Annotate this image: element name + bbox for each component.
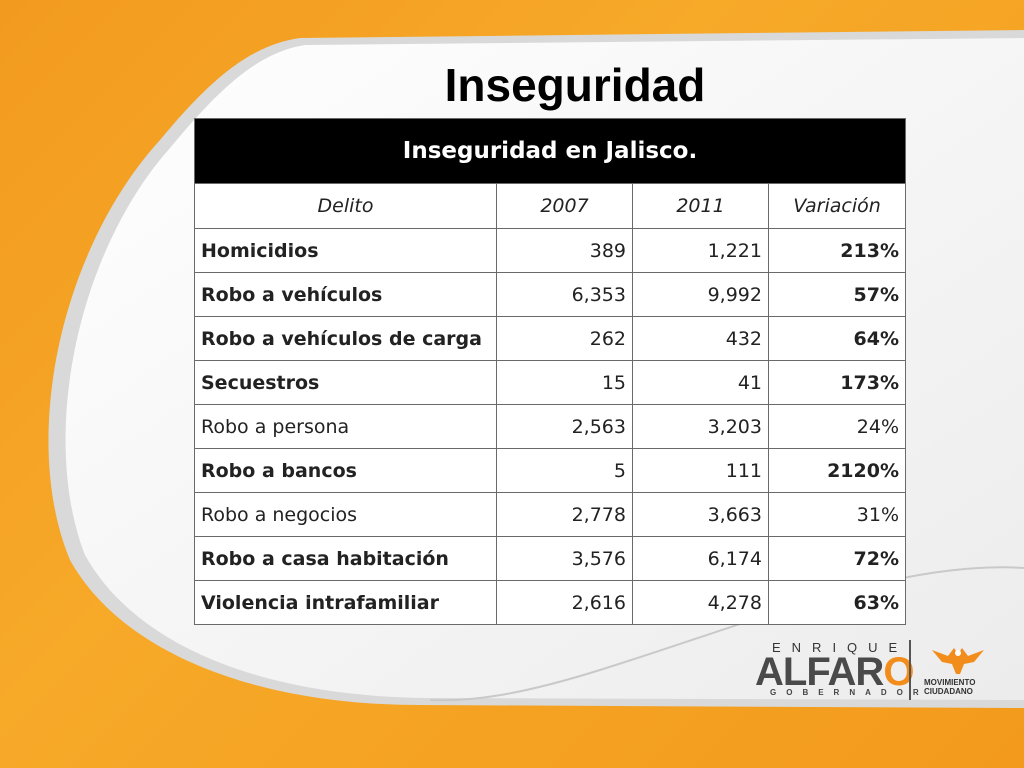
row-label: Robo a bancos xyxy=(194,448,497,493)
table-row: Robo a casa habitación 3,576 6,174 72% xyxy=(194,536,906,581)
enrique-alfaro-logo: ENRIQUE ALFARO GOBERNADOR MOVIMIENTO CIU… xyxy=(752,640,1002,702)
slide-title: Inseguridad xyxy=(444,59,706,111)
value-variacion: 57% xyxy=(768,272,906,317)
logo-alfaro-letters: ALFAR xyxy=(755,650,884,694)
logo-gobernador-text: GOBERNADOR xyxy=(770,688,929,697)
row-label: Robo a vehículos de carga xyxy=(194,316,497,361)
movimiento-ciudadano-text: MOVIMIENTO CIUDADANO xyxy=(924,678,994,696)
row-label: Robo a negocios xyxy=(194,492,497,537)
column-header-delito: Delito xyxy=(194,183,497,229)
table-row: Robo a negocios 2,778 3,663 31% xyxy=(194,492,906,537)
row-label: Robo a vehículos xyxy=(194,272,497,317)
value-2007: 2,616 xyxy=(496,580,633,625)
value-2011: 3,663 xyxy=(632,492,769,537)
value-2007: 15 xyxy=(496,360,633,405)
value-2011: 432 xyxy=(632,316,769,361)
value-variacion: 173% xyxy=(768,360,906,405)
row-label: Secuestros xyxy=(194,360,497,405)
value-2011: 4,278 xyxy=(632,580,769,625)
panel-swoosh-line xyxy=(429,566,1024,702)
value-2011: 6,174 xyxy=(632,536,769,581)
value-2011: 1,221 xyxy=(632,228,769,273)
value-variacion: 63% xyxy=(768,580,906,625)
value-2007: 262 xyxy=(496,316,633,361)
logo-divider xyxy=(909,640,911,700)
eagle-icon xyxy=(932,648,984,674)
table-row: Secuestros 15 41 173% xyxy=(194,360,906,405)
table-row: Homicidios 389 1,221 213% xyxy=(194,228,906,273)
value-2011: 41 xyxy=(632,360,769,405)
value-2007: 389 xyxy=(496,228,633,273)
row-label: Robo a persona xyxy=(194,404,497,449)
value-variacion: 64% xyxy=(768,316,906,361)
logo-movimiento: MOVIMIENTO xyxy=(924,678,976,687)
value-2007: 3,576 xyxy=(496,536,633,581)
crime-table: Inseguridad en Jalisco. Delito 2007 2011… xyxy=(194,118,906,625)
table-row: Robo a bancos 5 111 2120% xyxy=(194,448,906,493)
logo-enrique-text: ENRIQUE xyxy=(772,640,909,655)
value-2007: 5 xyxy=(496,448,633,493)
value-2007: 6,353 xyxy=(496,272,633,317)
row-label: Violencia intrafamiliar xyxy=(194,580,497,625)
value-variacion: 31% xyxy=(768,492,906,537)
value-2007: 2,563 xyxy=(496,404,633,449)
value-variacion: 72% xyxy=(768,536,906,581)
value-variacion: 2120% xyxy=(768,448,906,493)
row-label: Homicidios xyxy=(194,228,497,273)
value-2007: 2,778 xyxy=(496,492,633,537)
table-row: Violencia intrafamiliar 2,616 4,278 63% xyxy=(194,580,906,625)
table-title: Inseguridad en Jalisco. xyxy=(194,118,906,184)
logo-ciudadano: CIUDADANO xyxy=(924,687,973,696)
value-variacion: 213% xyxy=(768,228,906,273)
table-row: Robo a vehículos 6,353 9,992 57% xyxy=(194,272,906,317)
value-variacion: 24% xyxy=(768,404,906,449)
table-row: Robo a vehículos de carga 262 432 64% xyxy=(194,316,906,361)
value-2011: 9,992 xyxy=(632,272,769,317)
column-header-2011: 2011 xyxy=(632,183,769,229)
column-header-variacion: Variación xyxy=(768,183,906,229)
row-label: Robo a casa habitación xyxy=(194,536,497,581)
value-2011: 111 xyxy=(632,448,769,493)
value-2011: 3,203 xyxy=(632,404,769,449)
table-body: Homicidios 389 1,221 213% Robo a vehículos 6,… xyxy=(194,228,906,625)
column-header-2007: 2007 xyxy=(496,183,633,229)
table-row: Robo a persona 2,563 3,203 24% xyxy=(194,404,906,449)
